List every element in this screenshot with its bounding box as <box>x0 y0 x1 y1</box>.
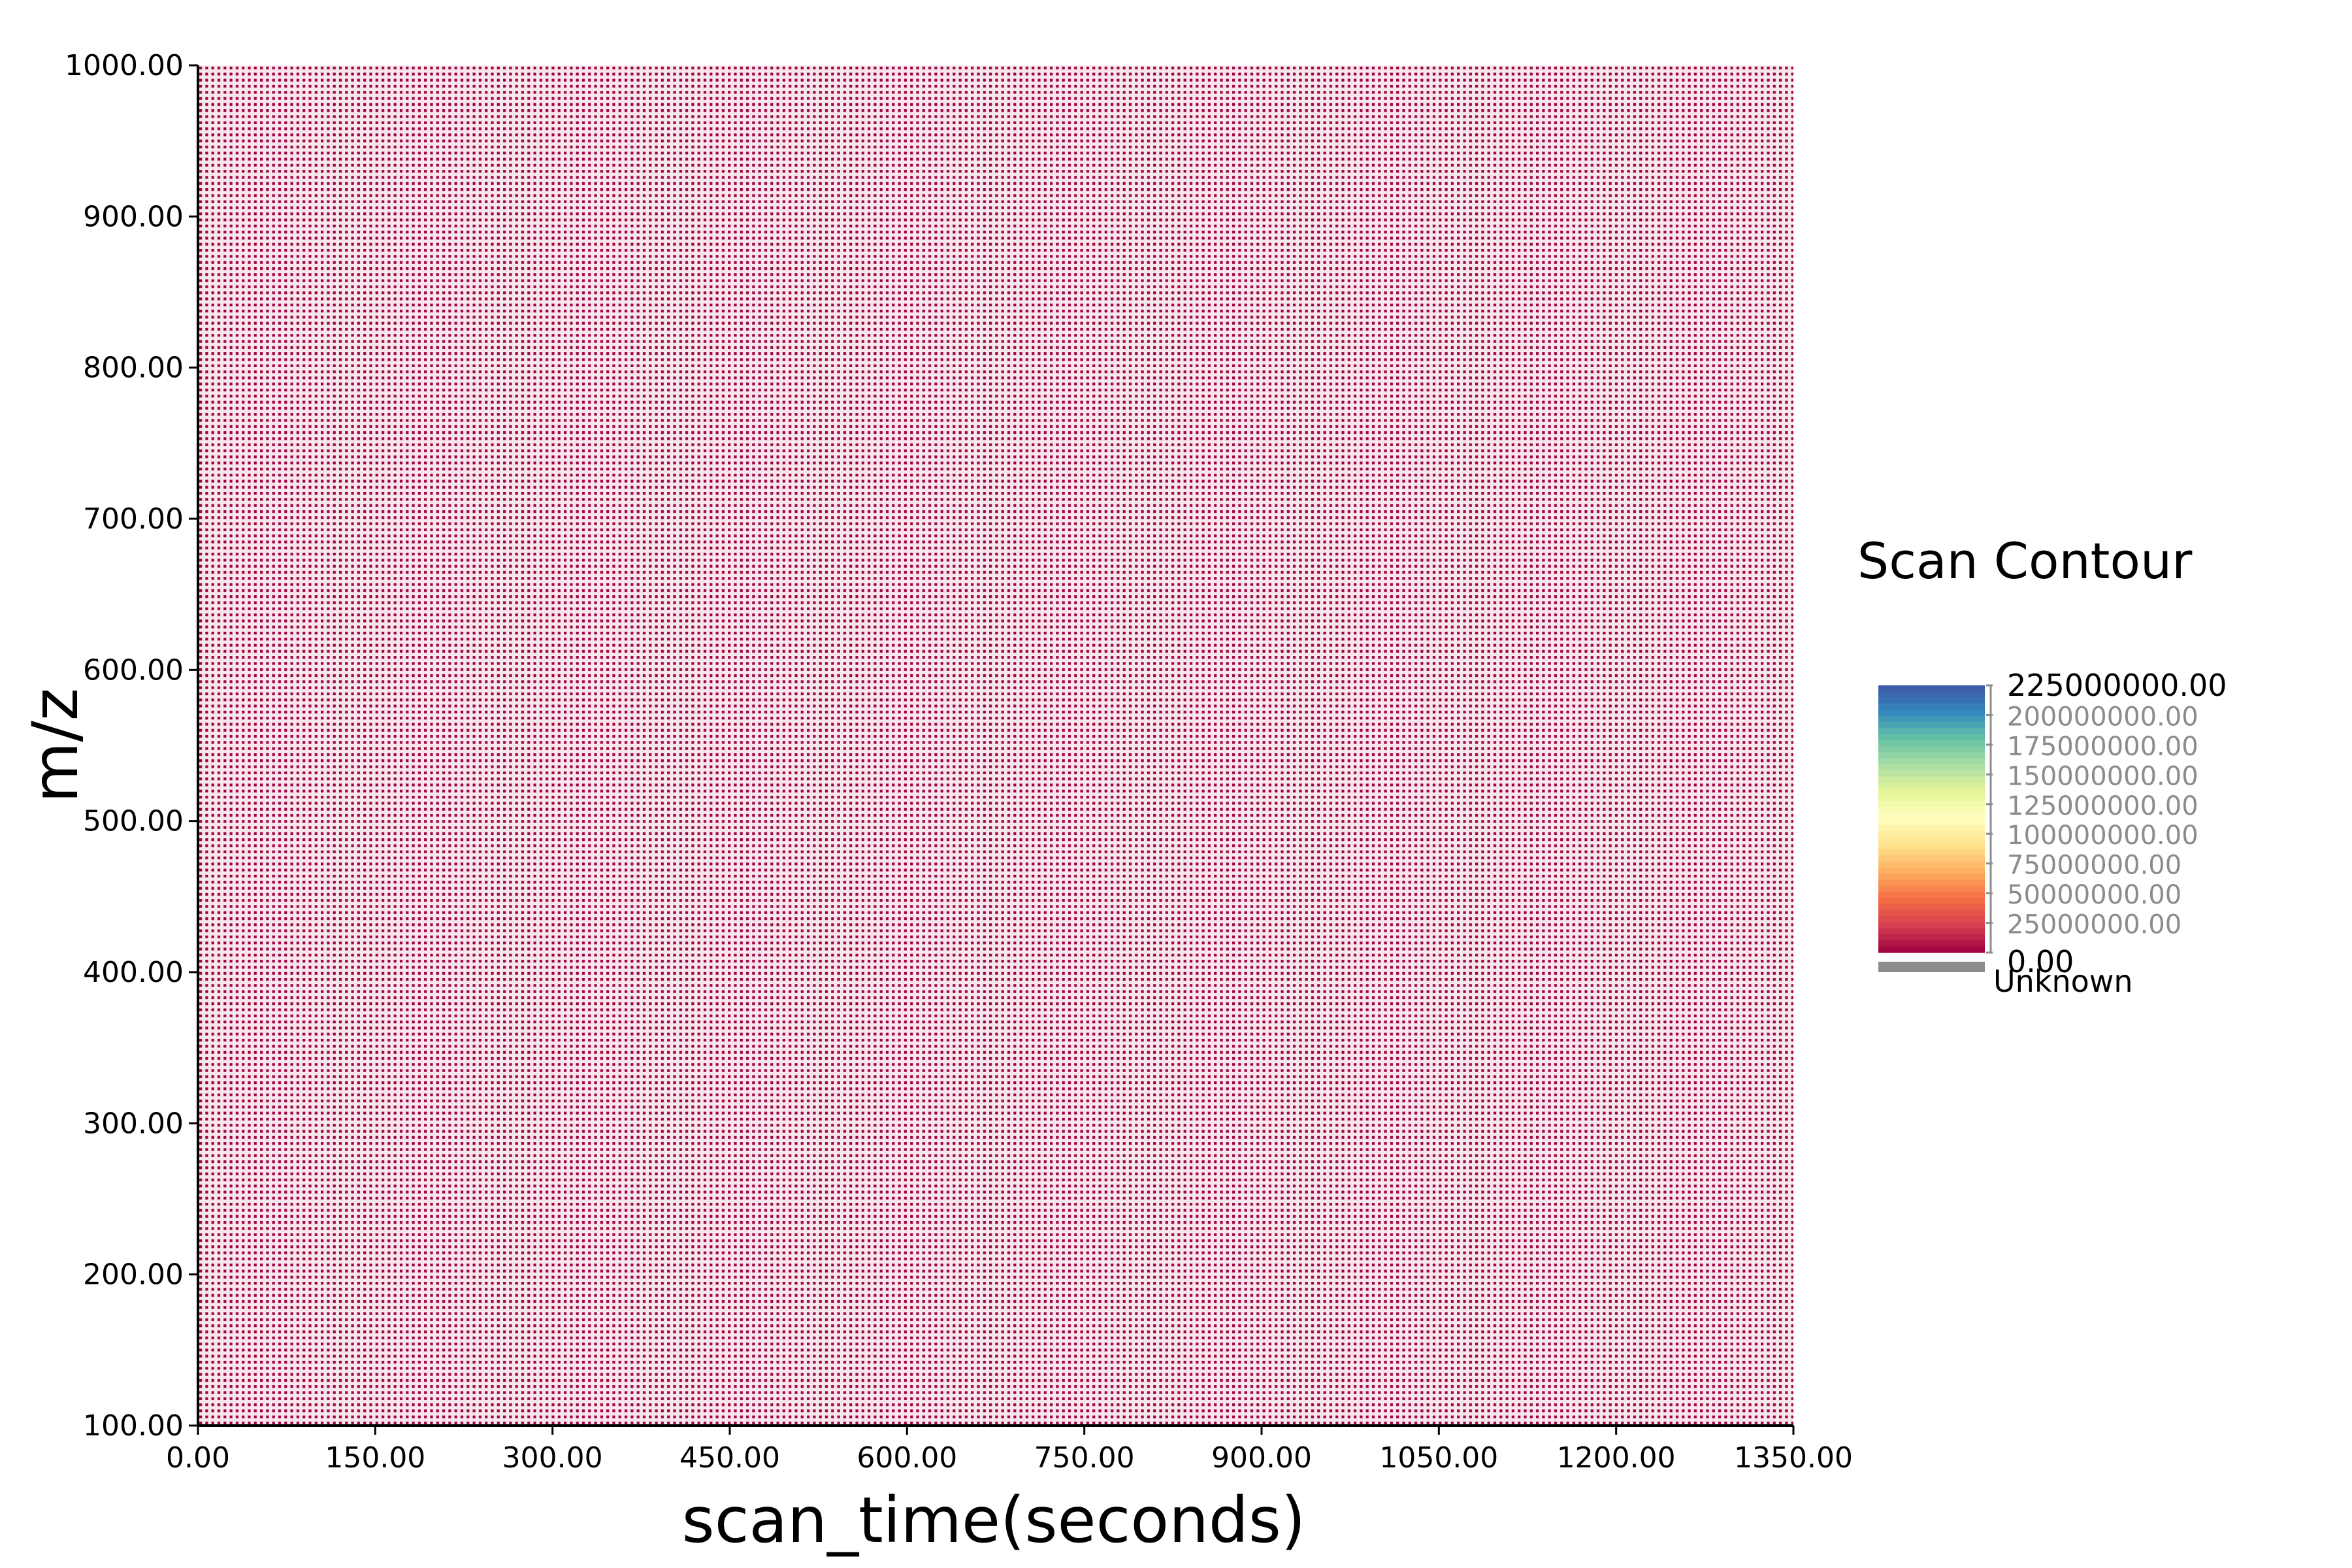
y-tick-label: 500.00 <box>83 805 184 838</box>
legend-color-stripe <box>1878 770 1985 777</box>
legend-tick-label: 150000000.00 <box>2007 761 2198 791</box>
legend-unknown-swatch <box>1878 962 1985 972</box>
legend-color-stripe <box>1878 728 1985 734</box>
legend-color-stripe <box>1878 710 1985 717</box>
legend-color-stripe <box>1878 837 1985 844</box>
y-tick-label: 100.00 <box>83 1409 184 1443</box>
x-tick-label: 450.00 <box>679 1441 780 1475</box>
x-tick-label: 600.00 <box>857 1441 957 1475</box>
legend-color-stripe <box>1878 758 1985 765</box>
legend-color-stripe <box>1878 703 1985 710</box>
x-tick-label: 300.00 <box>502 1441 603 1475</box>
y-tick-label: 700.00 <box>83 502 184 536</box>
x-tick-label: 900.00 <box>1211 1441 1312 1475</box>
legend-color-stripe <box>1878 831 1985 838</box>
legend-color-stripe <box>1878 849 1985 856</box>
legend-color-stripe <box>1878 715 1985 723</box>
legend-color-stripe <box>1878 734 1985 741</box>
legend-tick-label: 25000000.00 <box>2007 910 2181 940</box>
color-legend: Scan Contour 225000000.00200000000.00175… <box>1857 532 2227 999</box>
legend-tick-label: 50000000.00 <box>2007 880 2181 910</box>
x-tick-label: 750.00 <box>1034 1441 1135 1475</box>
legend-color-stripe <box>1878 752 1985 759</box>
legend-color-stripe <box>1878 934 1985 941</box>
legend-tick-label: 100000000.00 <box>2007 821 2198 851</box>
legend-tick-label: 175000000.00 <box>2007 732 2198 762</box>
legend-color-stripe <box>1878 904 1985 911</box>
legend-color-stripe <box>1878 685 1985 692</box>
legend-color-stripe <box>1878 825 1985 832</box>
y-axis-title: m/z <box>19 688 92 803</box>
legend-tick-label: 225000000.00 <box>2007 668 2227 703</box>
y-tick-label: 600.00 <box>83 653 184 687</box>
legend-tick-label: 125000000.00 <box>2007 791 2198 821</box>
legend-color-bar <box>1878 685 1985 953</box>
legend-tick-label: 200000000.00 <box>2007 702 2198 732</box>
legend-color-stripe <box>1878 740 1985 747</box>
legend-color-stripe <box>1878 874 1985 881</box>
y-tick-label: 400.00 <box>83 956 184 989</box>
legend-color-stripe <box>1878 782 1985 789</box>
legend-color-stripe <box>1878 697 1985 704</box>
legend-color-stripe <box>1878 745 1985 753</box>
x-tick-label: 1200.00 <box>1557 1441 1676 1475</box>
legend-unknown-label: Unknown <box>1993 964 2133 999</box>
y-tick-label: 1000.00 <box>65 49 184 82</box>
x-tick-label: 0.00 <box>166 1441 230 1475</box>
legend-color-stripe <box>1878 928 1985 935</box>
legend-color-stripe <box>1878 892 1985 898</box>
y-tick-label: 900.00 <box>83 200 184 233</box>
legend-color-stripe <box>1878 922 1985 929</box>
legend-color-stripe <box>1878 819 1985 826</box>
heatmap-area <box>198 65 1793 1426</box>
legend-color-stripe <box>1878 691 1985 698</box>
legend-tick-label: 0.00 <box>2007 944 2074 979</box>
y-tick-label: 300.00 <box>83 1107 184 1140</box>
legend-color-stripe <box>1878 940 1985 947</box>
legend-color-stripe <box>1878 909 1985 917</box>
x-tick-label: 1350.00 <box>1734 1441 1853 1475</box>
y-tick-label: 200.00 <box>83 1258 184 1292</box>
legend-color-stripe <box>1878 764 1985 771</box>
legend-color-stripe <box>1878 879 1985 887</box>
legend-color-stripe <box>1878 806 1985 813</box>
y-tick-label: 800.00 <box>83 351 184 385</box>
legend-color-stripe <box>1878 885 1985 892</box>
legend-color-stripe <box>1878 776 1985 783</box>
legend-color-stripe <box>1878 800 1985 808</box>
legend-tick-label: 75000000.00 <box>2007 851 2181 881</box>
legend-color-stripe <box>1878 898 1985 905</box>
legend-color-stripe <box>1878 916 1985 923</box>
legend-title: Scan Contour <box>1857 532 2193 590</box>
legend-color-stripe <box>1878 813 1985 820</box>
legend-color-stripe <box>1878 867 1985 874</box>
legend-color-stripe <box>1878 946 1985 953</box>
legend-color-stripe <box>1878 855 1985 862</box>
y-axis-ticks: 100.00 200.00 300.00 400.00 500.00 600.00 700.… <box>65 49 198 1443</box>
x-tick-label: 1050.00 <box>1379 1441 1498 1475</box>
x-axis-ticks: 0.00 150.00 300.00 450.00 600.00 750.00 900.00… <box>166 1426 1853 1475</box>
legend-ticks: 225000000.00200000000.00175000000.001500… <box>1986 668 2227 979</box>
legend-color-stripe <box>1878 861 1985 868</box>
legend-color-stripe <box>1878 794 1985 802</box>
legend-color-stripe <box>1878 843 1985 850</box>
x-axis-title: scan_time(seconds) <box>682 1484 1306 1557</box>
x-tick-label: 150.00 <box>325 1441 425 1475</box>
legend-color-stripe <box>1878 721 1985 728</box>
legend-color-stripe <box>1878 789 1985 795</box>
